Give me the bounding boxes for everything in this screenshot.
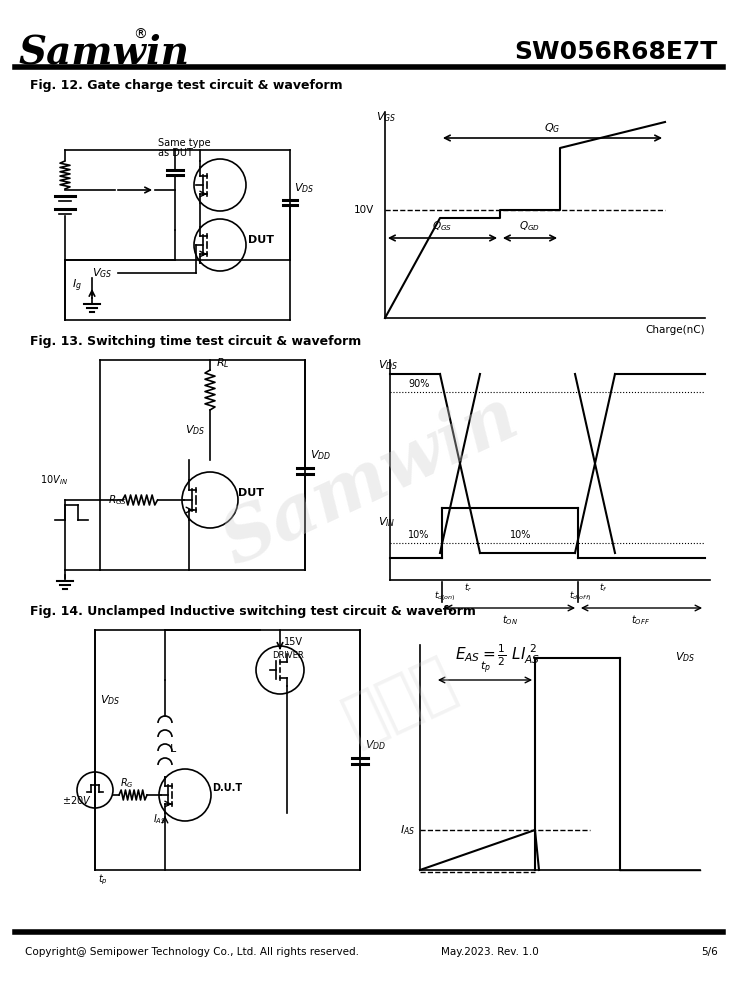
Text: Fig. 14. Unclamped Inductive switching test circuit & waveform: Fig. 14. Unclamped Inductive switching t…: [30, 605, 476, 618]
Text: $t_{OFF}$: $t_{OFF}$: [632, 613, 650, 627]
Text: Charge(nC): Charge(nC): [645, 325, 705, 335]
Text: $R_G$: $R_G$: [120, 776, 134, 790]
Text: $t_p$: $t_p$: [480, 660, 491, 676]
Text: 15V: 15V: [284, 637, 303, 647]
Text: $V_{DS}$: $V_{DS}$: [675, 650, 695, 664]
Text: $V_{DS}$: $V_{DS}$: [185, 423, 205, 437]
Text: 10%: 10%: [510, 530, 531, 540]
Text: $Q_G$: $Q_G$: [544, 121, 560, 135]
Text: Fig. 13. Switching time test circuit & waveform: Fig. 13. Switching time test circuit & w…: [30, 336, 361, 349]
Text: Copyright@ Semipower Technology Co., Ltd. All rights reserved.: Copyright@ Semipower Technology Co., Ltd…: [25, 947, 359, 957]
Text: 5/6: 5/6: [701, 947, 718, 957]
Text: $I_{AS}$: $I_{AS}$: [400, 823, 415, 837]
Text: D.U.T: D.U.T: [212, 783, 242, 793]
Text: $V_{GS}$: $V_{GS}$: [92, 266, 112, 280]
Text: SW056R68E7T: SW056R68E7T: [514, 40, 718, 64]
Text: $t_f$: $t_f$: [599, 582, 607, 594]
Text: $E_{AS} = \frac{1}{2}\ LI_{AS}^{\ 2}$: $E_{AS} = \frac{1}{2}\ LI_{AS}^{\ 2}$: [455, 642, 540, 668]
Text: $V_{DS}$: $V_{DS}$: [294, 181, 314, 195]
Text: DRIVER: DRIVER: [272, 650, 304, 660]
Text: Samwin: Samwin: [18, 33, 189, 71]
Text: 90%: 90%: [408, 379, 430, 389]
Text: $V_{IN}$: $V_{IN}$: [378, 515, 396, 529]
Text: 半导体: 半导体: [335, 648, 465, 752]
Text: $V_{DS}$: $V_{DS}$: [378, 358, 399, 372]
Text: $V_{DD}$: $V_{DD}$: [365, 738, 386, 752]
Text: $R_{GS}$: $R_{GS}$: [108, 493, 127, 507]
Text: as DUT: as DUT: [158, 148, 193, 158]
Text: $t_p$: $t_p$: [98, 873, 108, 887]
Text: $I_{AS}$: $I_{AS}$: [153, 812, 167, 826]
Text: $t_r$: $t_r$: [463, 582, 472, 594]
Text: $V_{GS}$: $V_{GS}$: [376, 110, 396, 124]
Text: $R_L$: $R_L$: [216, 356, 230, 370]
Text: $I_g$: $I_g$: [72, 278, 82, 294]
Text: 10V: 10V: [354, 205, 374, 215]
Text: Same type: Same type: [158, 138, 210, 148]
Text: $10V_{IN}$: $10V_{IN}$: [40, 473, 68, 487]
Text: Samwin: Samwin: [211, 381, 529, 579]
Text: $Q_{GD}$: $Q_{GD}$: [520, 219, 540, 233]
Text: DUT: DUT: [238, 488, 264, 498]
Text: 10%: 10%: [408, 530, 430, 540]
Text: $t_{d(off)}$: $t_{d(off)}$: [569, 589, 591, 603]
Text: ®: ®: [133, 28, 147, 42]
Text: $t_{ON}$: $t_{ON}$: [502, 613, 518, 627]
Text: $V_{DS}$: $V_{DS}$: [100, 693, 120, 707]
Text: $Q_{GS}$: $Q_{GS}$: [432, 219, 452, 233]
Text: Fig. 12. Gate charge test circuit & waveform: Fig. 12. Gate charge test circuit & wave…: [30, 80, 342, 93]
Text: $V_{DD}$: $V_{DD}$: [310, 448, 331, 462]
Text: L: L: [170, 744, 176, 754]
Text: May.2023. Rev. 1.0: May.2023. Rev. 1.0: [441, 947, 539, 957]
Text: $\pm 20V$: $\pm 20V$: [62, 794, 92, 806]
Text: DUT: DUT: [248, 235, 274, 245]
Text: $t_{d(on)}$: $t_{d(on)}$: [434, 589, 456, 603]
